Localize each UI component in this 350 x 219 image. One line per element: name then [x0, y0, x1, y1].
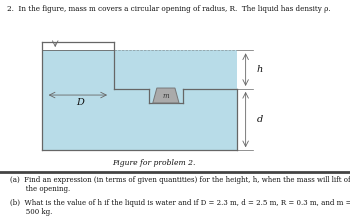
Text: d: d [256, 115, 262, 124]
Text: (b)  What is the value of h if the liquid is water and if D = 2.3 m, d = 2.5 m, : (b) What is the value of h if the liquid… [10, 199, 350, 217]
Bar [42, 50, 113, 150]
Text: 2.  In the figure, mass m covers a circular opening of radius, R.  The liquid ha: 2. In the figure, mass m covers a circul… [7, 5, 331, 14]
Bar [113, 50, 237, 89]
Polygon shape [153, 88, 179, 103]
Text: h: h [256, 65, 262, 74]
Text: (a)  Find an expression (in terms of given quantities) for the height, h, when t: (a) Find an expression (in terms of give… [10, 176, 350, 194]
Text: m: m [163, 92, 169, 100]
Text: Figure for problem 2.: Figure for problem 2. [112, 159, 196, 167]
Bar [113, 89, 237, 150]
Text: D: D [76, 98, 84, 108]
